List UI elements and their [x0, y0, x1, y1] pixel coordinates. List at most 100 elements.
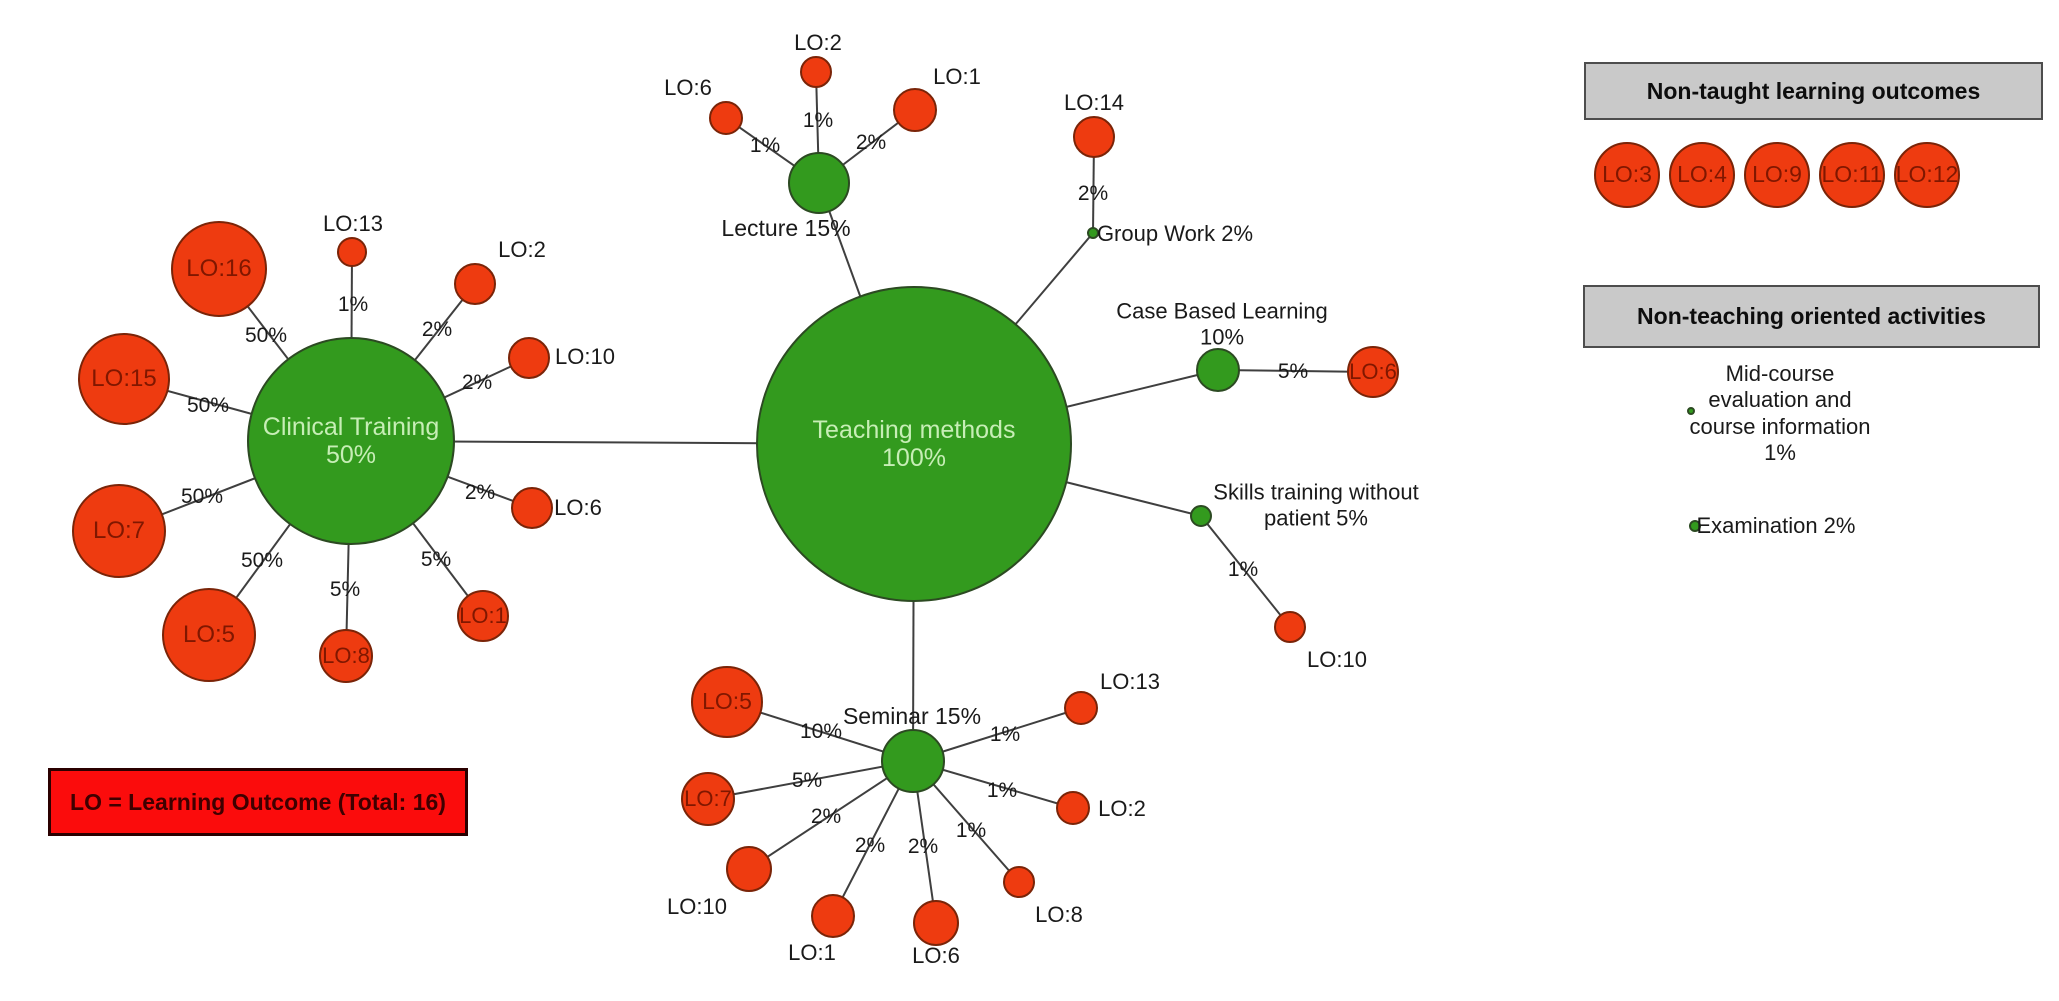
node-c10: [508, 337, 550, 379]
node-label-nt12: LO:12: [1895, 161, 1959, 188]
node-l2: [800, 56, 832, 88]
node-clinical: Clinical Training 50%: [247, 337, 455, 545]
node-label-nt4: LO:4: [1677, 161, 1727, 188]
node-cbl6: LO:6: [1347, 346, 1399, 398]
edge-percent-label: 50%: [240, 549, 284, 572]
edge-percent-label: 2%: [907, 835, 939, 858]
node-label-c7: LO:7: [92, 516, 146, 544]
edge-percent-label: 1%: [337, 293, 369, 316]
node-label-s7: LO:7: [684, 785, 732, 811]
edge-percent-label: 2%: [421, 318, 453, 341]
node-c2: [454, 263, 496, 305]
node-exam: [1689, 520, 1701, 532]
label-sk10: LO:10: [1307, 646, 1367, 672]
node-label-cbl6: LO:6: [1349, 358, 1397, 384]
node-nt11: LO:11: [1819, 142, 1885, 208]
node-hub: Teaching methods 100%: [756, 286, 1072, 602]
node-label-c1: LO:1: [459, 602, 507, 628]
node-nt12: LO:12: [1894, 142, 1960, 208]
node-nt3: LO:3: [1594, 142, 1660, 208]
edge-percent-label: 10%: [799, 720, 843, 743]
label-groupwork: Group Work 2%: [1096, 220, 1254, 246]
node-skills: [1190, 505, 1212, 527]
node-s10: [726, 846, 772, 892]
node-label-c15: LO:15: [91, 364, 157, 392]
label-s6: LO:6: [912, 942, 960, 968]
edge-percent-label: 1%: [802, 109, 834, 132]
node-c16: LO:16: [171, 221, 267, 317]
node-cbl: [1196, 348, 1240, 392]
label-lecture: Lecture 15%: [721, 215, 851, 242]
node-nt4: LO:4: [1669, 142, 1735, 208]
edge-percent-label: 1%: [955, 819, 987, 842]
node-c8: LO:8: [319, 629, 373, 683]
label-l6: LO:6: [664, 74, 712, 100]
edge-percent-label: 1%: [1227, 558, 1259, 581]
edge-line: [1200, 515, 1291, 628]
label-c13: LO:13: [323, 210, 383, 236]
edge-percent-label: 5%: [1277, 360, 1309, 383]
label-s1: LO:1: [788, 939, 836, 965]
label-l2: LO:2: [794, 29, 842, 55]
label-c2: LO:2: [498, 236, 546, 262]
label-l1: LO:1: [933, 63, 981, 89]
node-l6: [709, 101, 743, 135]
edge-percent-label: 50%: [180, 485, 224, 508]
node-label-nt9: LO:9: [1752, 161, 1802, 188]
node-s6: [913, 900, 959, 946]
label-cbl: Case Based Learning 10%: [1116, 298, 1328, 350]
node-label-nt3: LO:3: [1602, 161, 1652, 188]
label-s13: LO:13: [1100, 668, 1160, 694]
edge-percent-label: 1%: [989, 723, 1021, 746]
edge-percent-label: 5%: [791, 769, 823, 792]
node-s1: [811, 894, 855, 938]
node-s5: LO:5: [691, 666, 763, 738]
non-taught-header: Non-taught learning outcomes: [1584, 62, 2043, 120]
edge-percent-label: 50%: [186, 394, 230, 417]
node-c13: [337, 237, 367, 267]
edge-percent-label: 1%: [749, 134, 781, 157]
legend-box: LO = Learning Outcome (Total: 16): [48, 768, 468, 836]
edge-line: [707, 760, 914, 800]
edge-percent-label: 5%: [329, 578, 361, 601]
node-label-clinical: Clinical Training 50%: [262, 413, 440, 469]
label-s8: LO:8: [1035, 901, 1083, 927]
label-s2: LO:2: [1098, 795, 1146, 821]
node-c5: LO:5: [162, 588, 256, 682]
non-teaching-header: Non-teaching oriented activities: [1583, 285, 2040, 348]
label-s10: LO:10: [667, 893, 727, 919]
label-exam: Examination 2%: [1696, 512, 1856, 538]
node-label-nt11: LO:11: [1821, 161, 1883, 188]
node-label-s5: LO:5: [702, 688, 752, 715]
label-c10: LO:10: [555, 343, 615, 369]
node-label-hub: Teaching methods 100%: [812, 416, 1016, 472]
label-seminar: Seminar 15%: [842, 703, 982, 730]
node-gw14: [1073, 116, 1115, 158]
label-skills: Skills training without patient 5%: [1213, 479, 1419, 531]
node-label-c8: LO:8: [322, 642, 370, 668]
node-midcourse: [1687, 407, 1695, 415]
node-sk10: [1274, 611, 1306, 643]
node-c15: LO:15: [78, 333, 170, 425]
label-midcourse: Mid-course evaluation and course informa…: [1689, 361, 1871, 466]
node-c6: [511, 487, 553, 529]
node-c1: LO:1: [457, 590, 509, 642]
node-lecture: [788, 152, 850, 214]
node-label-c16: LO:16: [186, 254, 252, 282]
node-s7: LO:7: [681, 772, 735, 826]
edge-percent-label: 2%: [464, 481, 496, 504]
edge-percent-label: 2%: [855, 131, 887, 154]
node-l1: [893, 88, 937, 132]
node-s2: [1056, 791, 1090, 825]
node-c7: LO:7: [72, 484, 166, 578]
edge-percent-label: 1%: [986, 779, 1018, 802]
edge-percent-label: 2%: [1077, 182, 1109, 205]
label-gw14: LO:14: [1064, 89, 1124, 115]
node-label-c5: LO:5: [182, 620, 236, 648]
node-s13: [1064, 691, 1098, 725]
edge-percent-label: 5%: [420, 548, 452, 571]
edge-percent-label: 2%: [461, 371, 493, 394]
edge-percent-label: 50%: [244, 324, 288, 347]
edge-percent-label: 2%: [810, 805, 842, 828]
